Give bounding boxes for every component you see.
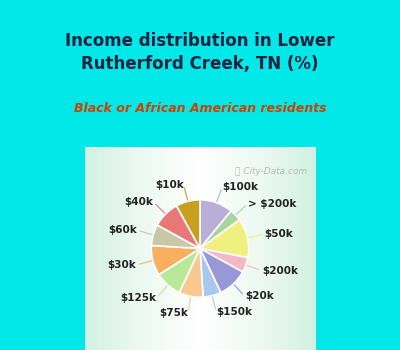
Wedge shape: [200, 248, 248, 272]
Text: $100k: $100k: [222, 182, 258, 192]
Text: $200k: $200k: [262, 266, 298, 276]
Text: ⓘ City-Data.com: ⓘ City-Data.com: [234, 167, 307, 176]
Wedge shape: [179, 248, 203, 297]
Text: > $200k: > $200k: [248, 198, 296, 209]
Wedge shape: [176, 200, 200, 248]
Wedge shape: [151, 245, 200, 275]
Wedge shape: [200, 211, 240, 248]
Text: $75k: $75k: [159, 308, 188, 318]
Text: $125k: $125k: [120, 293, 156, 303]
Wedge shape: [200, 220, 249, 258]
Text: $150k: $150k: [216, 307, 252, 317]
Text: $30k: $30k: [108, 260, 136, 270]
Text: $50k: $50k: [264, 229, 293, 239]
Text: $10k: $10k: [155, 180, 184, 190]
Text: $20k: $20k: [245, 291, 274, 301]
Text: Income distribution in Lower
Rutherford Creek, TN (%): Income distribution in Lower Rutherford …: [65, 32, 335, 72]
Wedge shape: [200, 248, 243, 293]
Wedge shape: [151, 225, 200, 248]
Text: $60k: $60k: [108, 225, 137, 235]
Text: Black or African American residents: Black or African American residents: [74, 102, 326, 115]
Wedge shape: [200, 200, 231, 248]
Wedge shape: [157, 206, 200, 248]
Wedge shape: [200, 248, 221, 297]
Text: $40k: $40k: [125, 197, 154, 207]
Wedge shape: [159, 248, 200, 293]
